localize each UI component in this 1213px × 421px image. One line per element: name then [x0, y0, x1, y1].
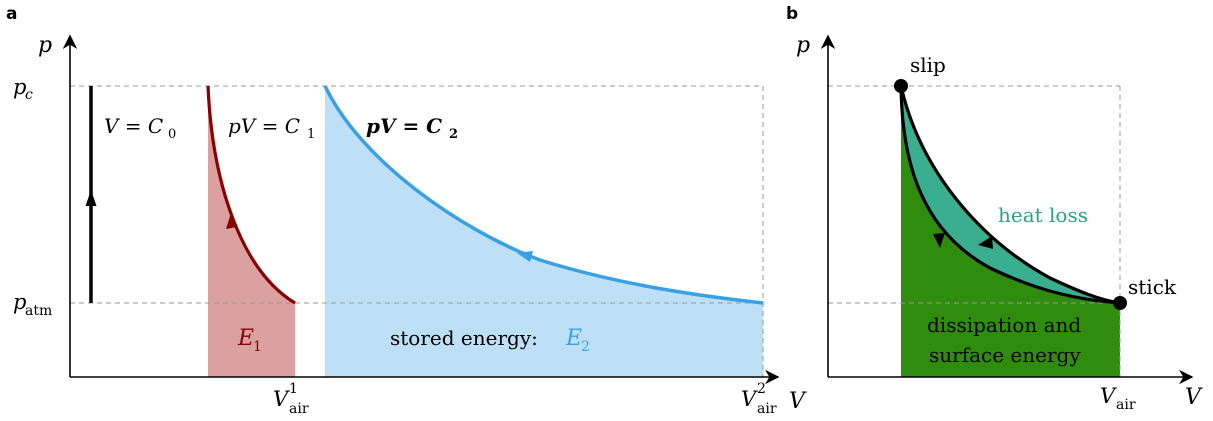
panel-b: b p V slip stick heat loss dissipation a…: [786, 4, 1203, 413]
svg-text:V: V: [1100, 384, 1117, 408]
svg-text:p: p: [13, 290, 26, 314]
panel-b-letter: b: [786, 4, 798, 24]
svg-text:pV = C: pV = C: [228, 114, 300, 138]
cycle-lower-curve: [899, 85, 1121, 305]
label-pv-c2: pV = C 2: [366, 114, 458, 142]
panel-a: a p V p c p atm: [6, 4, 807, 417]
dissipation-area: [901, 86, 1120, 377]
tick-pc: p c: [13, 75, 33, 103]
label-pv-c1: pV = C 1: [228, 114, 315, 142]
svg-text:air: air: [757, 401, 777, 417]
svg-text:0: 0: [168, 127, 176, 142]
dissipation-label-line2: surface energy: [929, 343, 1081, 367]
label-stored-energy: stored energy: E 2: [390, 326, 590, 355]
svg-text:V: V: [741, 387, 758, 411]
panel-b-guides: [828, 85, 1121, 377]
svg-text:p: p: [13, 75, 26, 99]
svg-text:V = C: V = C: [104, 114, 163, 138]
panel-a-guides: [70, 85, 764, 377]
panel-b-x-label: V: [1185, 385, 1203, 410]
cycle-upper-curve: [899, 85, 1121, 305]
svg-text:V: V: [273, 387, 290, 411]
svg-text:atm: atm: [25, 303, 52, 319]
isotherm-c2-arrow-icon: [517, 251, 533, 262]
tick-v-air: V air: [1100, 384, 1136, 413]
cycle-upper-arrow-icon: [978, 236, 993, 249]
slip-point: [894, 79, 908, 93]
e1-area: [208, 86, 295, 377]
e2-area: [325, 86, 763, 377]
isotherm-c2-curve: [323, 85, 764, 305]
svg-text:2: 2: [581, 339, 590, 355]
slip-label: slip: [910, 53, 946, 77]
isotherm-c1-arrow-icon: [226, 213, 237, 229]
svg-text:2: 2: [449, 127, 458, 142]
tick-v2-air: V 2 air: [741, 381, 777, 417]
heat-loss-label: heat loss: [998, 203, 1088, 227]
label-e1: E 1: [237, 326, 262, 355]
tick-patm: p atm: [13, 290, 52, 319]
svg-text:air: air: [289, 401, 309, 417]
panel-a-y-label: p: [38, 33, 52, 58]
heat-loss-area: [901, 86, 1120, 303]
cycle-lower-arrow-icon: [933, 233, 945, 248]
panel-a-letter: a: [6, 4, 17, 24]
svg-text:1: 1: [307, 127, 315, 142]
tick-v1-air: V 1 air: [273, 381, 309, 417]
svg-text:1: 1: [253, 339, 262, 355]
svg-text:2: 2: [757, 381, 766, 397]
stick-label: stick: [1128, 275, 1177, 299]
dissipation-label-line1: dissipation and: [927, 313, 1081, 337]
panel-b-y-label: p: [796, 33, 810, 58]
svg-text:c: c: [25, 87, 33, 103]
panel-a-x-label: V: [789, 389, 807, 414]
svg-text:E: E: [565, 326, 582, 351]
svg-text:1: 1: [289, 381, 298, 397]
stick-point: [1113, 296, 1127, 310]
svg-text:air: air: [1116, 397, 1136, 413]
isochore-arrow-icon: [85, 190, 97, 206]
svg-text:E: E: [237, 326, 254, 351]
label-v-c0: V = C 0: [104, 114, 176, 142]
svg-text:pV = C: pV = C: [366, 114, 442, 138]
svg-text:stored energy:: stored energy:: [390, 326, 538, 350]
